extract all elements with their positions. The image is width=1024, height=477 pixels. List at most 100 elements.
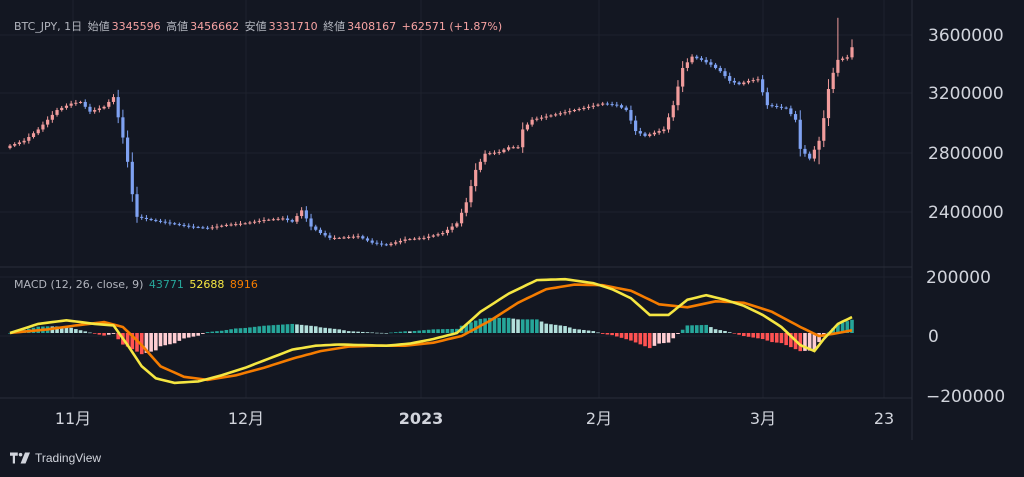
macd-histogram-bar <box>125 333 130 347</box>
macd-line-value: 52688 <box>189 278 225 291</box>
low-label: 安値 <box>244 20 267 33</box>
macd-histogram-bar <box>356 331 360 333</box>
candle-body <box>74 102 78 104</box>
price-axis[interactable]: 3600000 3200000 2800000 2400000 <box>928 26 1004 223</box>
candle-body <box>826 89 831 119</box>
candle-body <box>671 105 675 118</box>
macd-histogram-bar <box>699 325 704 333</box>
candle-body <box>83 101 87 107</box>
tradingview-brand[interactable]: TradingView <box>10 451 101 465</box>
candle-body <box>784 107 788 109</box>
candle-body <box>262 220 266 222</box>
candle-body <box>196 226 200 228</box>
candle-body <box>187 225 191 227</box>
candle-body <box>380 243 384 245</box>
macd-line <box>9 277 853 385</box>
macd-histogram-bar <box>469 322 473 333</box>
candle-body <box>459 212 464 224</box>
macd-histogram-bar <box>281 324 285 333</box>
candle-body <box>666 117 671 130</box>
candle-body <box>31 133 36 138</box>
candle-body <box>525 124 530 130</box>
macd-histogram-bar <box>709 327 713 333</box>
candle-body <box>492 152 497 154</box>
macd-axis[interactable]: 200000 0 −200000 <box>926 268 1005 407</box>
candle-body <box>436 234 440 236</box>
macd-histogram-bar <box>64 326 69 333</box>
candle-body <box>793 114 798 120</box>
macd-histogram-bar <box>158 333 163 347</box>
macd-histogram-bar <box>346 331 351 333</box>
macd-tick-label: 0 <box>928 327 939 347</box>
candle-body <box>539 117 544 119</box>
candle-body <box>111 97 116 102</box>
candle-body <box>304 210 308 219</box>
macd-histogram-bar <box>393 332 398 333</box>
macd-histogram-bar <box>97 333 102 335</box>
macd-histogram-bar <box>727 332 732 333</box>
time-tick-label: 23 <box>874 409 894 428</box>
macd-histogram-bar <box>455 328 459 333</box>
candle-body <box>516 147 520 149</box>
candle-body <box>243 223 247 225</box>
macd-indicator-label[interactable]: MACD (12, 26, close, 9) <box>14 278 144 291</box>
macd-histogram-bar <box>257 326 262 333</box>
macd-histogram-bar <box>723 330 727 333</box>
candle-body <box>384 244 388 246</box>
candle-body <box>558 113 562 115</box>
candle-body <box>591 105 595 107</box>
candle-body <box>676 86 680 106</box>
macd-histogram-bar <box>116 333 120 340</box>
candle-body <box>281 218 285 220</box>
macd-histogram-bar <box>840 322 845 333</box>
candle-body <box>205 227 210 229</box>
macd-histogram-bar <box>586 330 591 333</box>
macd-histogram-bar <box>215 331 219 333</box>
macd-histogram-bar <box>713 329 718 333</box>
tradingview-logo-icon <box>10 452 30 464</box>
candle-body <box>22 140 26 143</box>
macd-histogram-bar <box>694 325 699 333</box>
macd-histogram-bar <box>624 333 629 340</box>
macd-histogram-bar <box>55 326 59 333</box>
macd-hist-value: 43771 <box>148 278 184 291</box>
close-label: 終値 <box>323 20 346 33</box>
candle-body <box>332 237 337 239</box>
candle-body <box>257 220 261 222</box>
macd-histogram-bar <box>229 329 233 333</box>
candle-body <box>168 222 172 224</box>
macd-histogram-bar <box>732 333 737 334</box>
candle-body <box>502 149 506 153</box>
macd-histogram-bar <box>845 321 850 333</box>
macd-histogram-bar <box>102 333 106 336</box>
time-axis[interactable]: 11月 12月 2023 2月 3月 23 <box>55 409 894 428</box>
candle-body <box>328 235 332 238</box>
candle-body <box>629 110 633 121</box>
macd-histogram-bar <box>610 333 614 336</box>
candle-body <box>652 132 657 135</box>
symbol-label[interactable]: BTC_JPY, 1日 <box>14 20 83 33</box>
macd-histogram-bar <box>92 333 97 334</box>
candle-body <box>586 106 591 108</box>
candle-body <box>234 224 238 226</box>
macd-histogram-bar <box>408 331 412 333</box>
open-value: 3345596 <box>111 20 161 33</box>
candle-body <box>657 131 661 133</box>
macd-histogram-bar <box>633 333 638 343</box>
candle-body <box>751 80 755 82</box>
macd-signal-value: 8916 <box>229 278 258 291</box>
candle-body <box>850 47 854 58</box>
macd-histogram-bar <box>850 319 854 333</box>
macd-histogram-bar <box>417 330 422 333</box>
candle-body <box>483 153 487 162</box>
macd-histogram-bar <box>299 324 304 333</box>
macd-histogram-bar <box>290 323 295 333</box>
close-value: 3408167 <box>347 20 397 33</box>
candle-body <box>107 101 111 107</box>
candle-body <box>770 105 774 107</box>
price-tick-label: 2400000 <box>928 203 1004 223</box>
candle-body <box>568 111 572 113</box>
macd-histogram-bar <box>789 333 793 348</box>
candle-body <box>318 229 323 234</box>
